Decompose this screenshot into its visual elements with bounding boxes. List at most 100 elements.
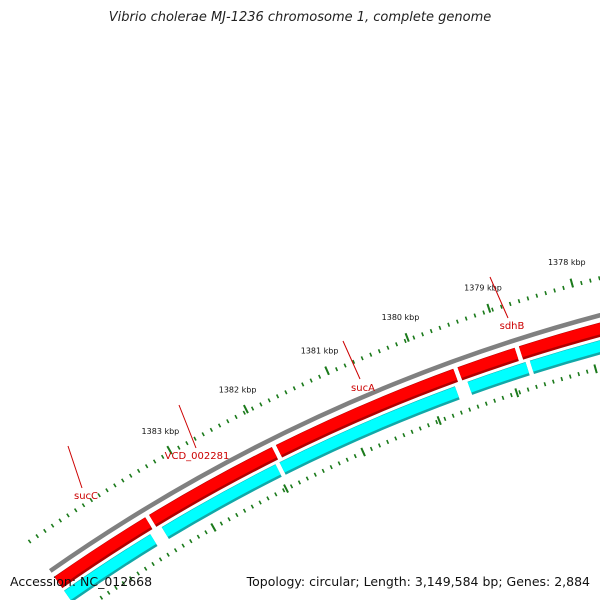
minor-tick xyxy=(329,464,333,470)
minor-tick xyxy=(250,406,255,411)
minor-tick xyxy=(491,307,494,312)
minor-tick xyxy=(543,382,547,387)
gene-callout-line xyxy=(342,340,361,380)
minor-tick xyxy=(459,410,463,415)
minor-tick xyxy=(353,453,357,459)
minor-tick xyxy=(242,508,247,513)
minor-tick xyxy=(526,387,530,392)
minor-tick xyxy=(121,478,125,483)
minor-tick xyxy=(526,296,530,301)
minor-tick xyxy=(58,518,63,523)
minor-tick xyxy=(473,313,477,318)
minor-tick xyxy=(394,436,398,441)
minor-tick xyxy=(335,367,339,372)
minor-tick xyxy=(438,325,442,331)
gene-label: sdhB xyxy=(500,321,525,332)
minor-tick xyxy=(113,483,117,488)
gene-label: sucC xyxy=(74,491,98,502)
minor-tick xyxy=(121,580,126,586)
minor-tick xyxy=(235,512,239,518)
minor-tick xyxy=(493,398,497,403)
major-tick xyxy=(569,278,574,288)
major-tick xyxy=(210,523,217,532)
minor-tick xyxy=(386,439,390,445)
minor-tick xyxy=(27,539,32,544)
tick-label: 1379 kbp xyxy=(464,284,502,293)
minor-tick xyxy=(377,443,382,448)
minor-tick xyxy=(369,352,373,357)
minor-tick xyxy=(360,356,364,361)
forward-feature xyxy=(457,348,519,379)
major-tick xyxy=(514,388,520,398)
minor-tick xyxy=(518,390,522,395)
minor-tick xyxy=(250,504,254,509)
minor-tick xyxy=(136,468,141,474)
gene-labels: sucC VCD_002281 sucA sdhB xyxy=(67,276,525,502)
major-tick xyxy=(404,332,410,343)
minor-tick xyxy=(128,473,133,478)
map-title: Vibrio cholerae MJ-1236 chromosome 1, co… xyxy=(108,10,492,25)
minor-tick xyxy=(217,423,222,428)
minor-tick xyxy=(447,322,451,327)
major-tick xyxy=(166,445,173,455)
major-tick xyxy=(324,366,330,376)
tick-label: 1380 kbp xyxy=(382,313,420,322)
reverse-feature xyxy=(467,362,529,393)
minor-tick xyxy=(143,566,148,571)
forward-feature xyxy=(149,447,277,525)
minor-tick xyxy=(562,285,565,291)
minor-tick xyxy=(266,496,270,501)
minor-tick xyxy=(259,402,263,407)
minor-tick xyxy=(66,513,70,518)
gene-label: sucA xyxy=(351,383,375,394)
ruler-major-ticks: 1383 kbp 1382 kbp 1381 kbp 1380 kbp 1379 kbp… xyxy=(142,258,598,532)
gene-label: VCD_002281 xyxy=(165,451,230,462)
minor-tick xyxy=(377,349,381,354)
minor-tick xyxy=(209,427,214,433)
minor-tick xyxy=(435,419,439,425)
minor-tick xyxy=(403,338,407,344)
minor-tick xyxy=(464,316,468,321)
minor-tick xyxy=(429,328,433,334)
minor-tick xyxy=(535,384,538,390)
minor-tick xyxy=(282,488,286,493)
minor-tick xyxy=(160,454,165,459)
minor-tick xyxy=(501,395,505,401)
minor-tick xyxy=(337,461,341,466)
minor-tick xyxy=(43,528,47,534)
minor-tick xyxy=(318,374,322,379)
minor-tick xyxy=(468,407,472,412)
minor-tick xyxy=(267,398,271,403)
minor-tick xyxy=(451,413,455,418)
minor-tick xyxy=(589,278,592,283)
minor-tick xyxy=(508,301,512,307)
minor-tick xyxy=(568,374,572,379)
minor-tick xyxy=(369,446,373,452)
minor-tick xyxy=(544,290,548,296)
tick-label: 1382 kbp xyxy=(219,386,257,395)
minor-tick xyxy=(166,552,170,557)
reverse-feature xyxy=(279,386,459,473)
minor-tick xyxy=(560,376,564,382)
minor-tick xyxy=(410,429,414,434)
minor-tick xyxy=(173,548,178,553)
minor-tick xyxy=(177,445,181,450)
tick-label: 1383 kbp xyxy=(142,427,180,436)
minor-tick xyxy=(395,342,399,347)
accession-text: Accession: NC_012668 xyxy=(10,574,153,589)
minor-tick xyxy=(284,390,288,395)
minor-tick xyxy=(352,359,356,365)
minor-tick xyxy=(181,543,185,548)
minor-tick xyxy=(552,379,555,384)
minor-tick xyxy=(297,480,302,485)
minor-tick xyxy=(517,299,521,304)
gene-callout-line xyxy=(489,276,509,319)
minor-tick xyxy=(421,332,424,337)
reverse-feature xyxy=(161,464,281,537)
minor-tick xyxy=(144,464,149,469)
minor-tick xyxy=(97,493,101,498)
minor-tick xyxy=(343,363,347,368)
minor-tick xyxy=(499,304,503,309)
minor-tick xyxy=(321,468,325,474)
